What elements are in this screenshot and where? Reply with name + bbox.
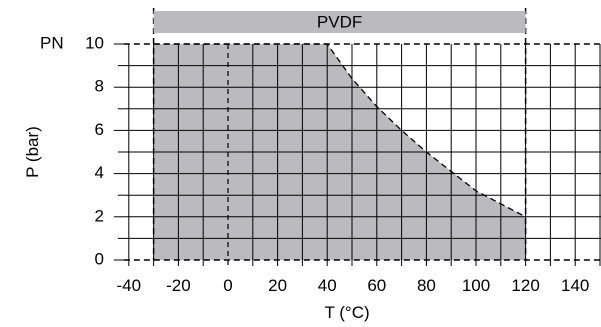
x-tick-label: 0 bbox=[223, 276, 232, 295]
x-tick-label: 60 bbox=[367, 276, 386, 295]
y-axis-title: P (bar) bbox=[23, 126, 42, 178]
x-tick-labels: -40 -20 0 20 40 60 80 100 120 140 bbox=[117, 276, 590, 295]
pn-label: PN bbox=[40, 33, 64, 52]
x-tick-label: 20 bbox=[268, 276, 287, 295]
x-tick-label: 140 bbox=[561, 276, 589, 295]
y-tick-label: 2 bbox=[95, 206, 104, 225]
y-tick-label: 6 bbox=[95, 120, 104, 139]
x-axis-title: T (°C) bbox=[324, 303, 369, 322]
y-tick-labels: 0 2 4 6 8 10 bbox=[85, 33, 104, 268]
material-banner-label: PVDF bbox=[317, 12, 362, 31]
x-tick-label: 80 bbox=[417, 276, 436, 295]
x-tick-label: 120 bbox=[511, 276, 539, 295]
grid-layer bbox=[113, 8, 601, 266]
pressure-limit-curve bbox=[153, 43, 526, 218]
x-tick-label: 40 bbox=[318, 276, 337, 295]
y-tick-label: 10 bbox=[85, 33, 104, 52]
y-tick-label: 8 bbox=[95, 77, 104, 96]
material-banner bbox=[153, 11, 526, 33]
y-tick-label: 0 bbox=[95, 249, 104, 268]
x-tick-label: 100 bbox=[462, 276, 490, 295]
banner-layer: PVDF bbox=[153, 11, 526, 33]
x-tick-label: -20 bbox=[166, 276, 191, 295]
y-tick-label: 4 bbox=[95, 163, 104, 182]
x-tick-label: -40 bbox=[117, 276, 142, 295]
